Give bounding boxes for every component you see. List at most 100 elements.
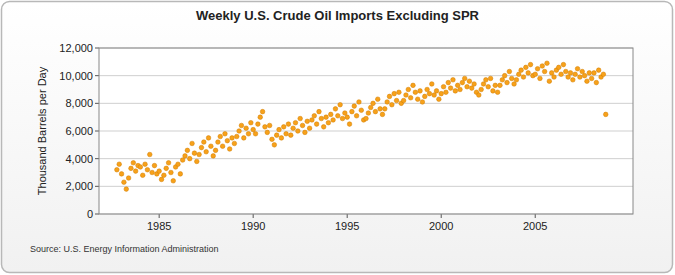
point xyxy=(206,136,211,141)
point xyxy=(180,158,185,163)
point xyxy=(481,82,486,87)
point xyxy=(133,169,138,174)
point xyxy=(328,112,333,117)
point xyxy=(312,113,317,118)
point xyxy=(202,140,207,145)
point xyxy=(521,75,526,80)
point xyxy=(333,107,338,112)
point xyxy=(279,136,284,141)
point xyxy=(427,91,432,96)
point xyxy=(458,87,463,92)
point xyxy=(469,86,474,91)
point xyxy=(390,102,395,107)
point xyxy=(514,78,519,83)
tick-mark xyxy=(95,214,99,215)
point xyxy=(253,131,258,136)
point xyxy=(535,66,540,71)
background xyxy=(2,2,673,273)
point xyxy=(533,72,538,77)
point xyxy=(465,84,470,89)
point xyxy=(296,129,301,134)
point xyxy=(343,111,348,116)
point xyxy=(437,97,442,102)
point xyxy=(540,64,545,69)
point xyxy=(596,68,601,73)
point xyxy=(493,83,498,88)
point xyxy=(472,82,477,87)
point xyxy=(209,144,214,149)
point xyxy=(122,180,127,185)
point xyxy=(385,100,390,105)
point xyxy=(491,89,496,94)
point xyxy=(265,130,270,135)
point xyxy=(375,97,380,102)
point xyxy=(528,62,533,67)
tick-label: 6,000 xyxy=(65,125,93,137)
points xyxy=(115,61,608,191)
point xyxy=(441,84,446,89)
point xyxy=(542,69,547,74)
point xyxy=(274,133,279,138)
point xyxy=(300,123,305,128)
point xyxy=(230,136,235,141)
point xyxy=(143,162,148,167)
tick-mark xyxy=(95,103,99,104)
point xyxy=(298,116,303,121)
point xyxy=(545,61,550,66)
point xyxy=(585,79,590,84)
point xyxy=(347,122,352,127)
point xyxy=(354,113,359,118)
point xyxy=(239,123,244,128)
point xyxy=(223,131,228,136)
plot-area xyxy=(99,48,633,214)
point xyxy=(260,109,265,114)
point xyxy=(345,115,350,120)
point xyxy=(415,97,420,102)
point xyxy=(340,116,345,121)
point xyxy=(197,152,202,157)
tick-label: 1985 xyxy=(147,220,171,232)
grid-line xyxy=(99,103,633,104)
tick-mark xyxy=(95,186,99,187)
point xyxy=(241,136,246,141)
point xyxy=(446,80,451,85)
point xyxy=(561,62,566,67)
point xyxy=(218,134,223,139)
point xyxy=(277,127,282,132)
point xyxy=(589,76,594,81)
point xyxy=(232,141,237,146)
point xyxy=(601,72,606,77)
point xyxy=(430,82,435,87)
point xyxy=(568,71,573,76)
tick-mark xyxy=(535,214,536,218)
point xyxy=(178,172,183,177)
tick-label: 2000 xyxy=(429,220,453,232)
tick-label: 0 xyxy=(87,208,93,220)
point xyxy=(324,115,329,120)
point xyxy=(291,126,296,131)
point xyxy=(117,162,122,167)
point xyxy=(460,80,465,85)
point xyxy=(401,98,406,103)
tick-label: 8,000 xyxy=(65,97,93,109)
point xyxy=(366,111,371,116)
title: Weekly U.S. Crude Oil Imports Excluding … xyxy=(196,8,480,23)
point xyxy=(204,149,209,154)
point xyxy=(192,151,197,156)
point xyxy=(578,75,583,80)
point xyxy=(162,173,167,178)
point xyxy=(378,107,383,112)
point xyxy=(498,83,503,88)
tick-label: 1995 xyxy=(335,220,359,232)
point xyxy=(159,177,164,182)
tick-label: 2,000 xyxy=(65,180,93,192)
point xyxy=(371,101,376,106)
tick-label: 4,000 xyxy=(65,153,93,165)
point xyxy=(507,69,512,74)
point xyxy=(439,91,444,96)
point xyxy=(364,116,369,121)
point xyxy=(171,179,176,184)
grid-line xyxy=(99,131,633,132)
point xyxy=(338,102,343,107)
point xyxy=(183,154,188,159)
